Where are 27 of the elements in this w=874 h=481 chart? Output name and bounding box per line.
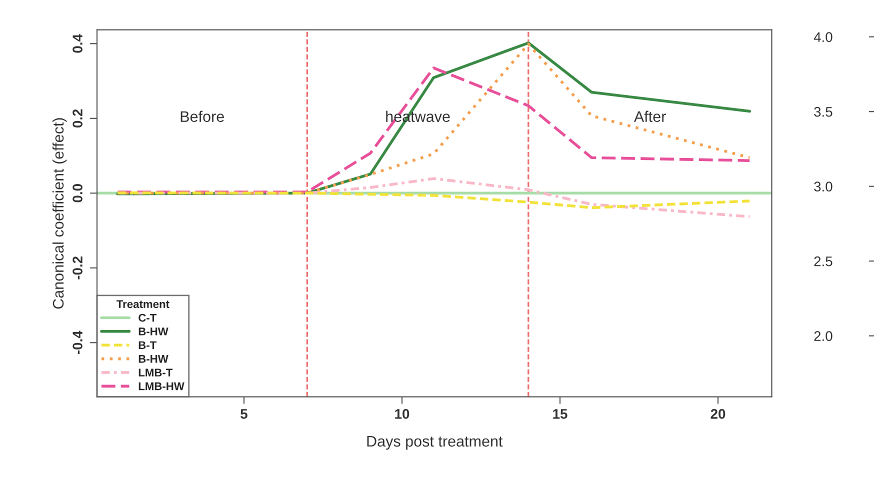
- legend-title: Treatment: [116, 300, 170, 308]
- y-tick-label: 0.0: [72, 184, 82, 202]
- y-tick-label: -0.4: [72, 330, 82, 354]
- annotation: After: [634, 110, 666, 122]
- legend-label: B-HW: [138, 328, 168, 336]
- y2-tick-label: 2.0: [814, 331, 832, 341]
- line-series: [116, 66, 752, 194]
- legend-label: LMB-T: [138, 368, 173, 376]
- y2-tick-label: 3.0: [814, 182, 832, 192]
- y2-tick-label: 3.5: [814, 106, 832, 117]
- x-tick-label: 20: [710, 408, 726, 419]
- y-tick-label: 0.4: [72, 34, 82, 53]
- x-tick-label: 10: [395, 408, 410, 419]
- x-axis-title: Days post treatment: [367, 436, 503, 450]
- x-tick-label: 15: [553, 409, 568, 419]
- legend-label: LMB-HW: [138, 382, 184, 390]
- y-axis-title: Canonical coefficient (effect): [52, 118, 67, 309]
- y-tick-label: -0.2: [72, 256, 82, 280]
- legend-label: B-HW: [138, 355, 168, 363]
- legend-label: B-T: [138, 341, 157, 349]
- y2-tick-label: 2.5: [814, 256, 832, 266]
- annotation: Before: [180, 110, 224, 122]
- y2-tick-label: 4.0: [814, 32, 832, 42]
- line-series: [116, 191, 752, 210]
- legend-label: C-T: [138, 314, 157, 322]
- x-tick-label: 5: [240, 409, 248, 419]
- y-tick-label: 0.2: [72, 109, 82, 128]
